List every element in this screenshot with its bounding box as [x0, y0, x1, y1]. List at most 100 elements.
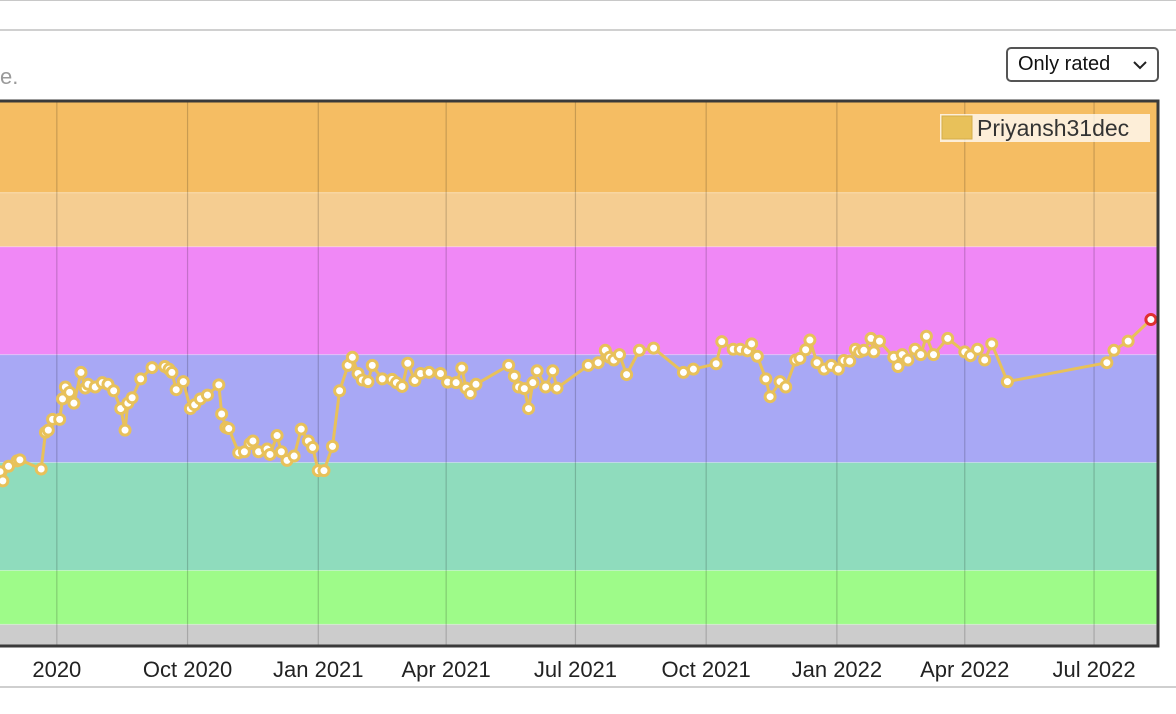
- data-point: [306, 440, 320, 454]
- data-point: [978, 353, 992, 367]
- data-point: [294, 422, 308, 436]
- data-point: [145, 361, 159, 375]
- data-point: [63, 385, 77, 399]
- data-point: [270, 429, 284, 443]
- data-point: [274, 445, 288, 459]
- data-point: [763, 390, 777, 404]
- data-point: [620, 368, 634, 382]
- data-point: [539, 380, 553, 394]
- data-point: [449, 376, 463, 390]
- data-point: [1107, 343, 1121, 357]
- data-point: [803, 333, 817, 347]
- data-point: [901, 353, 915, 367]
- x-tick-label: Oct 2021: [662, 657, 751, 682]
- data-point: [361, 375, 375, 389]
- data-point: [550, 381, 564, 395]
- data-point: [709, 357, 723, 371]
- data-point-latest: [1144, 313, 1158, 327]
- data-point: [74, 365, 88, 379]
- legend-box: [940, 114, 1150, 142]
- legend-entry: Priyansh31dec: [977, 115, 1129, 141]
- x-tick-label: Apr 2021: [402, 657, 491, 682]
- filter-selected-value: Only rated: [1018, 53, 1111, 75]
- data-point: [463, 386, 477, 400]
- data-point: [1100, 356, 1114, 370]
- data-point: [401, 356, 415, 370]
- contest-filter-select[interactable]: Only rated: [1006, 47, 1159, 82]
- data-point: [422, 365, 436, 379]
- plot-frame: [0, 99, 1160, 648]
- data-point: [647, 341, 661, 355]
- data-point: [759, 372, 773, 386]
- data-point: [715, 335, 729, 349]
- data-point: [455, 361, 469, 375]
- data-point: [632, 343, 646, 357]
- data-point: [530, 364, 544, 378]
- data-point: [325, 439, 339, 453]
- data-point: [591, 356, 605, 370]
- data-point: [212, 378, 226, 392]
- data-point: [13, 453, 27, 467]
- data-point: [395, 379, 409, 393]
- x-tick-label: 2020: [32, 657, 81, 682]
- data-point: [433, 367, 447, 380]
- data-point: [971, 342, 985, 356]
- data-point: [546, 364, 560, 378]
- bottom-rule: [0, 686, 1176, 688]
- data-point: [941, 331, 955, 345]
- data-point: [1000, 375, 1014, 389]
- data-point: [134, 372, 148, 386]
- data-point: [831, 362, 845, 376]
- data-point: [857, 343, 871, 357]
- data-point: [246, 434, 260, 448]
- rating-band: [0, 192, 1158, 247]
- rating-bands: [0, 101, 1158, 646]
- chevron-down-icon: [1133, 61, 1147, 70]
- data-point: [517, 382, 531, 396]
- data-point: [891, 359, 905, 373]
- data-point: [200, 388, 214, 402]
- x-tick-label: Jan 2021: [273, 657, 364, 682]
- x-axis-ticks: 2020 Oct 2020 Jan 2021 Apr 2021 Jul 2021 Oct …: [32, 657, 1135, 682]
- x-tick-label: Oct 2020: [143, 657, 232, 682]
- data-point: [686, 362, 700, 376]
- data-point: [317, 464, 331, 478]
- data-point: [985, 337, 999, 351]
- data-point: [125, 391, 139, 405]
- data-point: [779, 380, 793, 394]
- data-point: [873, 334, 887, 348]
- data-point: [287, 449, 301, 463]
- rating-band: [0, 462, 1158, 571]
- legend-swatch: [941, 115, 973, 140]
- data-point: [469, 377, 483, 391]
- data-point: [215, 407, 229, 421]
- data-point: [919, 329, 933, 343]
- data-point: [176, 375, 190, 389]
- data-point: [612, 348, 626, 362]
- data-point: [53, 412, 67, 426]
- data-point: [507, 369, 521, 383]
- data-point: [502, 358, 516, 372]
- data-point: [1121, 334, 1135, 348]
- data-point: [34, 462, 48, 476]
- rating-band: [0, 570, 1158, 625]
- data-point: [165, 365, 179, 379]
- data-point: [365, 358, 379, 372]
- data-point: [263, 447, 277, 461]
- data-point: [843, 354, 857, 368]
- data-point: [793, 351, 807, 365]
- data-point: [914, 348, 928, 362]
- data-point: [222, 422, 236, 436]
- data-point: [107, 384, 121, 398]
- data-point: [345, 350, 359, 364]
- data-point: [67, 396, 81, 410]
- data-point: [333, 384, 347, 398]
- data-point: [867, 345, 881, 359]
- section-divider: [0, 29, 1176, 31]
- data-point: [118, 423, 132, 437]
- data-point: [750, 349, 764, 363]
- rating-band: [0, 246, 1158, 355]
- series-markers: [0, 313, 1158, 488]
- data-point: [0, 474, 10, 488]
